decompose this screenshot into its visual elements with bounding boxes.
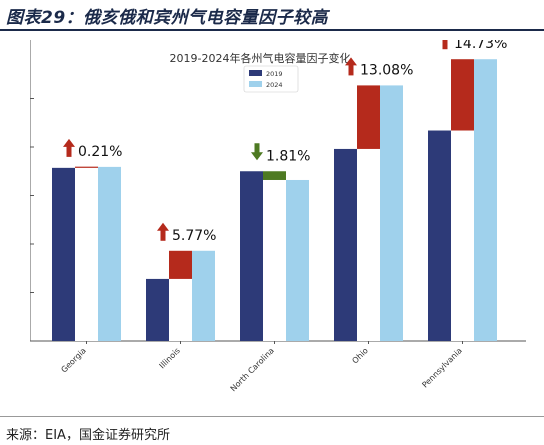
arrow-up-shaft	[160, 229, 166, 241]
source-note: 来源：EIA，国金证券研究所	[6, 428, 170, 443]
bar-baseline-white	[263, 179, 286, 341]
change-label: 14.73%	[454, 40, 507, 52]
change-label: 0.21%	[78, 144, 122, 160]
change-annotations: 0.21% 5.77% 1.81% 13.08% 14.73%	[63, 40, 507, 244]
bar-baseline-white	[169, 278, 192, 341]
legend-swatch	[249, 70, 262, 76]
bar-2024	[380, 85, 403, 341]
x-tick-label: North Carolina	[229, 346, 276, 393]
arrow-up-shaft	[348, 64, 354, 76]
bar-change-segment	[263, 171, 286, 180]
bar-change-segment	[357, 85, 380, 149]
chart-bars	[52, 59, 497, 342]
bar-2019	[428, 130, 451, 341]
arrow-down-shaft	[254, 143, 260, 154]
bar-2019	[334, 148, 357, 341]
arrow-up-shaft	[442, 40, 448, 50]
change-label: 1.81%	[266, 148, 310, 164]
bar-2024	[98, 166, 121, 341]
bar-2019	[240, 171, 263, 341]
bar-baseline-white	[75, 167, 98, 341]
arrow-up-icon	[157, 222, 169, 231]
bar-2024	[286, 179, 309, 341]
bar-change-segment	[75, 166, 98, 168]
change-label: 13.08%	[360, 62, 413, 78]
x-tick-label: Pennsylvania	[420, 346, 464, 390]
chart-title: 2019-2024年各州气电容量因子变化	[170, 51, 351, 65]
capacity-factor-chart: 2019-2024年各州气电容量因子变化 0%10%20%30%40%50%Ge…	[30, 40, 526, 393]
bar-baseline-white	[451, 130, 474, 341]
change-label: 5.77%	[172, 228, 216, 244]
bar-2024	[192, 250, 215, 341]
figure-title: 图表29：俄亥俄和宾州气电容量因子较高	[6, 8, 329, 28]
legend-swatch	[249, 81, 262, 87]
chart-panel: 2019-2024年各州气电容量因子变化 0%10%20%30%40%50%Ge…	[30, 40, 538, 410]
bar-change-segment	[451, 59, 474, 131]
legend-label: 2024	[266, 81, 283, 89]
title-rule	[0, 29, 544, 31]
chart-legend: 2019 2024	[243, 65, 299, 93]
source-rule	[0, 416, 544, 417]
x-tick-label: Ohio	[350, 346, 370, 366]
bar-2024	[474, 59, 497, 342]
legend-label: 2019	[266, 70, 283, 78]
x-tick-label: Illinois	[158, 346, 182, 370]
bar-2019	[146, 278, 169, 341]
bar-baseline-white	[357, 148, 380, 341]
bar-2019	[52, 167, 75, 341]
x-tick-label: Georgia	[59, 346, 88, 375]
arrow-down-icon	[251, 152, 263, 161]
arrow-up-shaft	[66, 145, 72, 157]
bar-change-segment	[169, 250, 192, 279]
arrow-up-icon	[345, 57, 357, 66]
arrow-up-icon	[63, 138, 75, 147]
